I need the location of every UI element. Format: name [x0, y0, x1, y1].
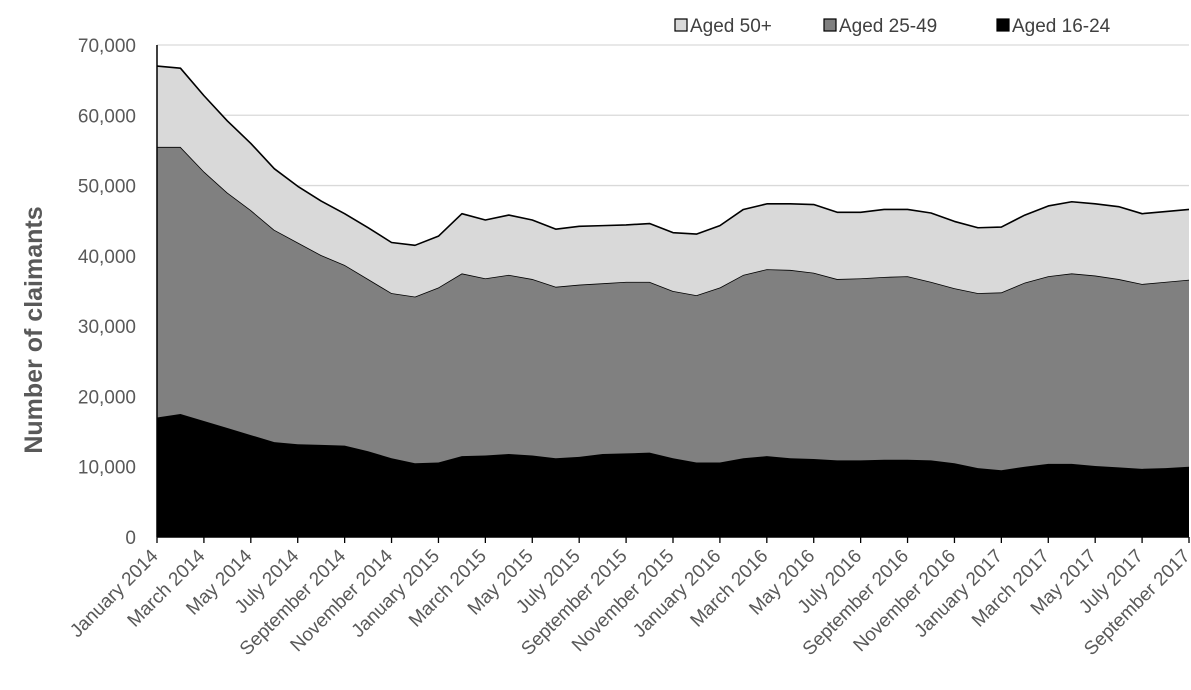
- y-axis-title: Number of claimants: [20, 206, 48, 453]
- y-tick-label: 20,000: [78, 387, 136, 408]
- y-tick-label: 10,000: [78, 458, 136, 479]
- y-tick-label: 30,000: [78, 317, 136, 338]
- legend-item-aged-50-: Aged 50+: [674, 16, 772, 37]
- area-aged-16-24: [157, 414, 1189, 537]
- legend-label: Aged 25-49: [839, 16, 937, 37]
- legend-swatch: [996, 18, 1010, 32]
- legend-swatch: [823, 18, 837, 32]
- area-aged-50-: [157, 66, 1189, 297]
- legend-label: Aged 16-24: [1012, 16, 1111, 37]
- legend-swatch: [674, 18, 688, 32]
- y-tick-label: 50,000: [78, 177, 136, 198]
- y-tick-label: 60,000: [78, 106, 136, 127]
- outline-aged-50-: [156, 65, 1190, 247]
- areas: [156, 65, 1190, 537]
- y-tick-label: 40,000: [78, 247, 136, 268]
- legend-label: Aged 50+: [690, 16, 772, 37]
- legend: Aged 50+ Aged 25-49 Aged 16-24: [674, 16, 1111, 37]
- y-tick-labels: 0 10,000 20,000 30,000 40,000 50,000 60,000 70,…: [78, 36, 136, 549]
- y-tick-label: 0: [125, 528, 136, 549]
- y-tick-label: 70,000: [78, 36, 136, 57]
- legend-item-aged-25-49: Aged 25-49: [823, 16, 937, 37]
- legend-item-aged-16-24: Aged 16-24: [996, 16, 1111, 37]
- area-aged-25-49: [157, 146, 1189, 471]
